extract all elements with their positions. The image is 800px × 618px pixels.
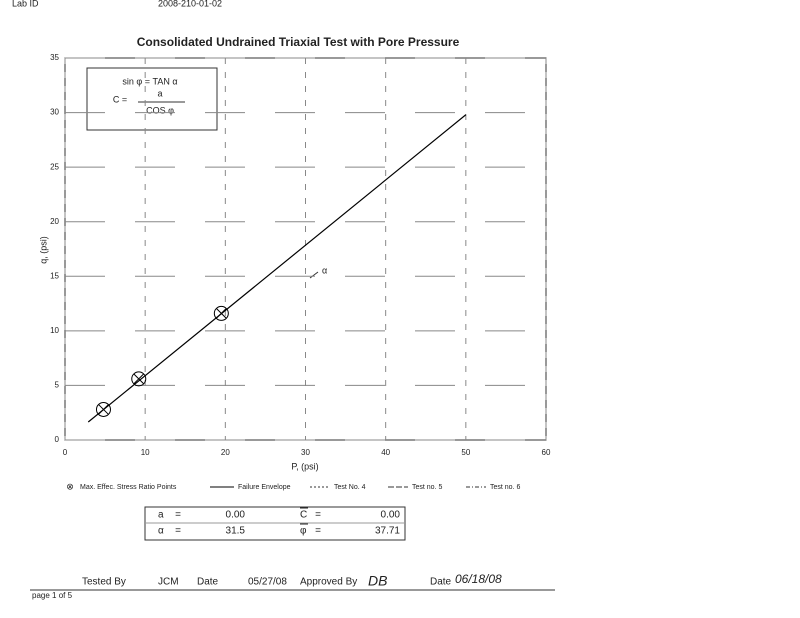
x-tick-label: 0: [63, 448, 68, 457]
results-cell: 0.00: [381, 510, 401, 521]
results-cell: α: [158, 526, 164, 537]
x-tick-label: 10: [141, 448, 150, 457]
date-label: Date: [197, 577, 219, 588]
legend-label: Test No. 4: [334, 484, 366, 491]
annotation: α: [322, 265, 327, 275]
inset-line: C =: [113, 94, 127, 104]
approved-by: DB: [368, 573, 387, 589]
legend: ⊗ Max. Effec. Stress Ratio Points Failure …: [66, 481, 520, 491]
results-cell: =: [175, 510, 181, 521]
results-cell: 31.5: [226, 526, 246, 537]
date2: 06/18/08: [455, 572, 502, 586]
y-axis-label: q, (psi): [38, 236, 48, 264]
x-tick-label: 30: [301, 448, 310, 457]
results-cell: =: [315, 526, 321, 537]
legend-swatch: ⊗: [66, 481, 74, 491]
tested-by-label: Tested By: [82, 577, 126, 588]
results: a = 0.00 C = 0.00 α = 31.5 φ = 37.71: [158, 507, 401, 537]
tested-by: JCM: [158, 577, 179, 588]
x-tick-label: 60: [542, 448, 551, 457]
inset-box: [86, 67, 218, 131]
results-cell: =: [315, 510, 321, 521]
x-axis-label: P, (psi): [291, 461, 318, 471]
failure-envelope: [87, 114, 467, 423]
inset-line: a: [157, 88, 162, 98]
y-tick-label: 15: [50, 271, 59, 280]
y-tick-label: 5: [55, 381, 60, 390]
legend-label: Test no. 5: [412, 484, 442, 491]
chart-title: Consolidated Undrained Triaxial Test wit…: [137, 35, 460, 49]
y-tick-label: 10: [50, 326, 59, 335]
date: 05/27/08: [248, 577, 287, 588]
x-tick-label: 50: [461, 448, 470, 457]
lab-id: 2008-210-01-02: [158, 0, 222, 8]
legend-label: Test no. 6: [490, 484, 520, 491]
y-tick-label: 25: [50, 162, 59, 171]
results-cell: φ: [300, 526, 307, 537]
point-circle: [213, 305, 229, 321]
point-circle: [95, 401, 111, 417]
results-cell: =: [175, 526, 181, 537]
annotation-leader: [309, 271, 319, 279]
lab-id-label: Lab ID: [12, 0, 39, 8]
y-tick-label: 0: [55, 435, 60, 444]
x-tick-label: 40: [381, 448, 390, 457]
inset-line: sin φ = TAN α: [122, 76, 177, 86]
point-circle: [131, 371, 147, 387]
y-tick-label: 20: [50, 217, 59, 226]
date2-label: Date: [430, 577, 452, 588]
y-tick-label: 35: [50, 53, 59, 62]
results-cell: a: [158, 510, 164, 521]
inset-line: COS φ: [146, 105, 174, 115]
y-tick-label: 30: [50, 108, 59, 117]
results-cell: C: [300, 510, 307, 521]
stress-point: [131, 371, 147, 387]
legend-label: Failure Envelope: [238, 484, 291, 491]
results-cell: 37.71: [375, 526, 400, 537]
x-tick-label: 20: [221, 448, 230, 457]
approved-by-label: Approved By: [300, 577, 357, 588]
legend-label: Max. Effec. Stress Ratio Points: [80, 484, 177, 491]
page-number: page 1 of 5: [32, 591, 73, 600]
results-cell: 0.00: [226, 510, 246, 521]
point-cross: [133, 373, 145, 385]
